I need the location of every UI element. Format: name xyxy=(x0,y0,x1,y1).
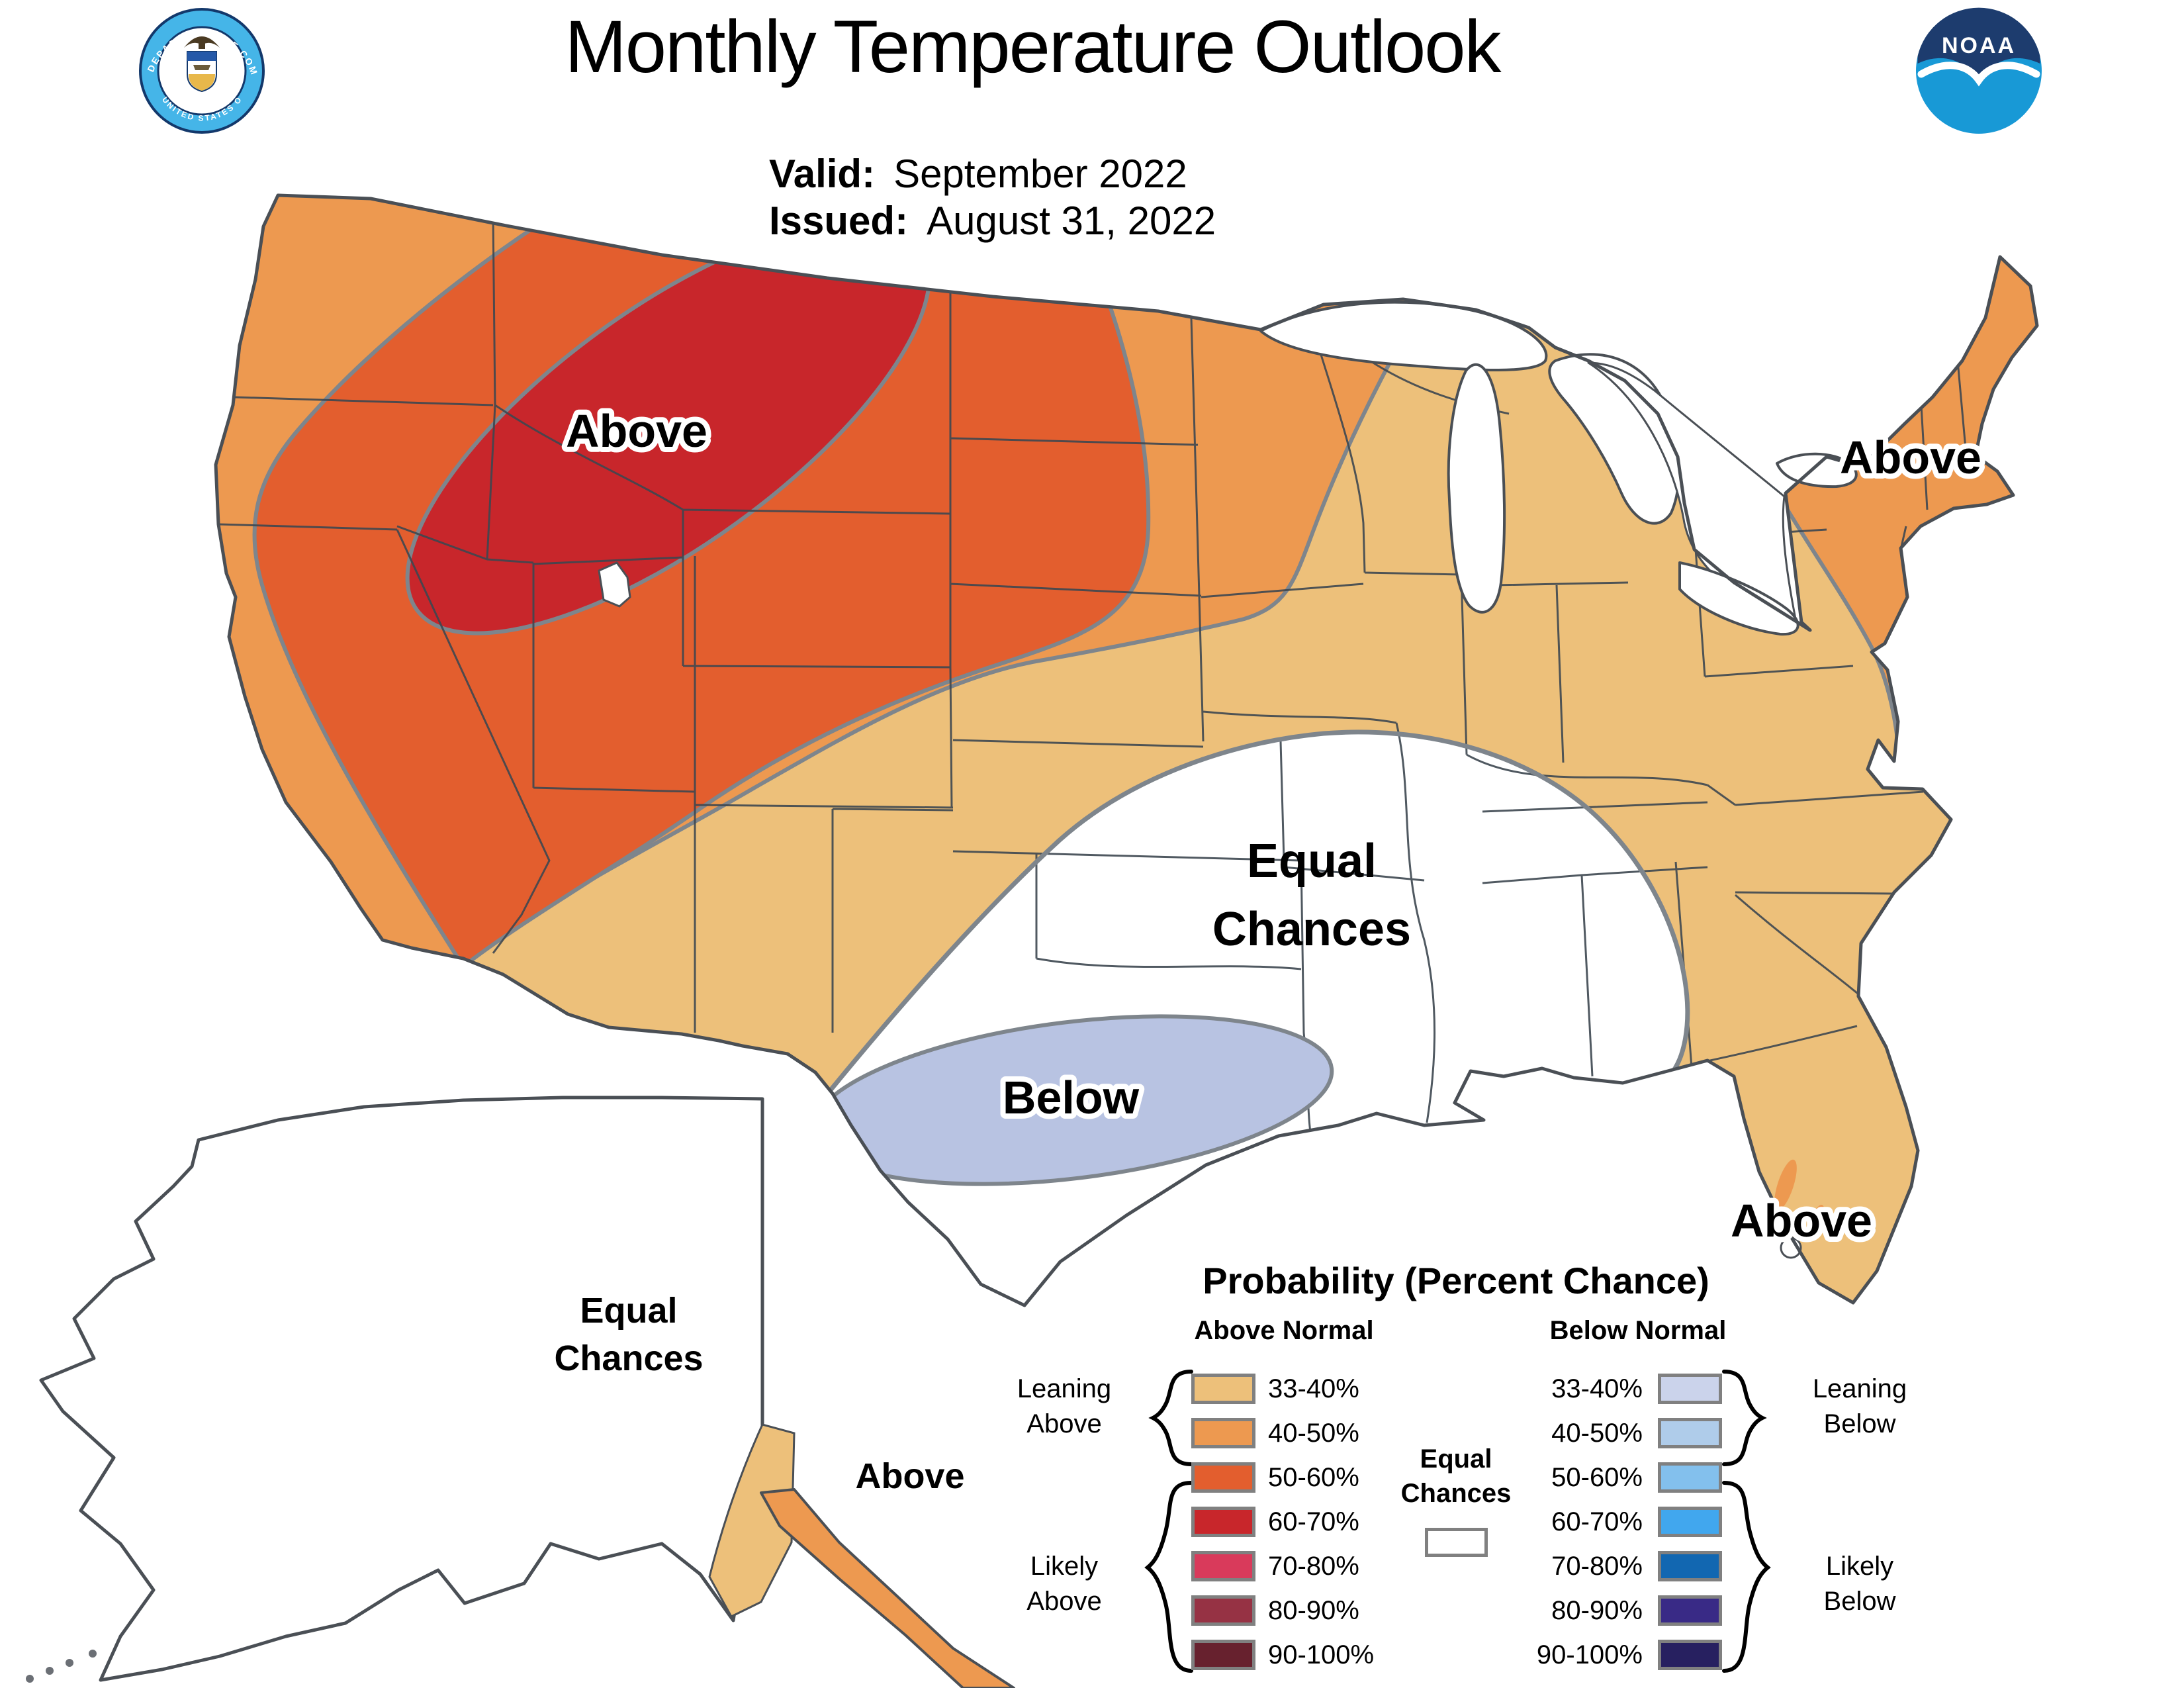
issued-line: Issued: August 31, 2022 xyxy=(769,198,1216,245)
valid-line: Valid: September 2022 xyxy=(769,151,1216,198)
likely-above-line1: Likely xyxy=(1030,1552,1099,1581)
legend-title: Probability (Percent Chance) xyxy=(1203,1260,1709,1301)
lake-superior xyxy=(1259,301,1548,372)
contour-equal-chances xyxy=(819,729,1690,1104)
legend-swatch-above xyxy=(1191,1551,1255,1581)
legend-braces xyxy=(1144,1370,1771,1673)
brace-likely-below xyxy=(1722,1481,1771,1673)
legend-swatch-above xyxy=(1191,1507,1255,1537)
likely-below-line1: Likely xyxy=(1825,1552,1894,1581)
alaska-region-above-33-40 xyxy=(708,1423,796,1618)
label-equal-chances-1: Equal xyxy=(1247,835,1377,888)
noaa-logo: NOAA xyxy=(1916,7,2042,134)
alaska-outline xyxy=(39,1096,764,1682)
legend-range-label: 70-80% xyxy=(1551,1552,1643,1581)
leaning-below-line2: Below xyxy=(1823,1409,1896,1438)
label-above-florida: Above xyxy=(1731,1195,1872,1246)
legend-equal-chances: Equal Chances xyxy=(1370,1442,1542,1511)
legend-range-label: 60-70% xyxy=(1551,1507,1643,1536)
brace-likely-above xyxy=(1144,1481,1193,1673)
legend-range-label: 50-60% xyxy=(1268,1463,1359,1492)
legend-likely-below: Likely Below xyxy=(1774,1549,1946,1619)
state-borders xyxy=(218,212,1968,1154)
legend-swatch-below xyxy=(1658,1462,1722,1493)
leaning-above-line2: Above xyxy=(1026,1409,1102,1438)
legend-likely-above: Likely Above xyxy=(978,1549,1150,1619)
page-title: Monthly Temperature Outlook xyxy=(565,5,1501,88)
noaa-gull-icon xyxy=(1917,62,2040,87)
legend-swatch-above xyxy=(1191,1462,1255,1493)
legend-range-label: 70-80% xyxy=(1268,1552,1359,1581)
seal-shield-icon xyxy=(187,51,217,93)
issued-label: Issued: xyxy=(769,198,909,243)
legend-range-label: 40-50% xyxy=(1551,1419,1643,1448)
label-alaska-equal-2: Chances xyxy=(554,1338,703,1378)
region-above-40-50-florida xyxy=(1774,1159,1797,1211)
legend-leaning-below: Leaning Below xyxy=(1774,1372,1946,1442)
aleutian-islands xyxy=(26,1650,97,1683)
alaska-region-above-40-50 xyxy=(760,1488,1015,1688)
canada-wedge xyxy=(1587,361,1798,627)
legend-swatch-below xyxy=(1658,1374,1722,1404)
brace-leaning-above xyxy=(1148,1370,1193,1466)
label-above-alaska: Above xyxy=(855,1456,964,1496)
lake-michigan xyxy=(1447,363,1506,614)
legend-swatch-below xyxy=(1658,1507,1722,1537)
date-block: Valid: September 2022 Issued: August 31, 2… xyxy=(769,151,1216,245)
doc-seal: DEPARTMENT OF COMMERCE UNITED STATES OF … xyxy=(0,0,265,134)
issued-value: August 31, 2022 xyxy=(927,198,1216,243)
leaning-below-line1: Leaning xyxy=(1812,1374,1907,1403)
legend-range-label: 33-40% xyxy=(1268,1374,1359,1403)
label-below-south: Below xyxy=(1003,1072,1140,1123)
great-lakes xyxy=(598,301,1858,1259)
legend-range-label: 33-40% xyxy=(1551,1374,1643,1403)
label-equal-chances-2: Chances xyxy=(1212,903,1411,956)
legend-swatch-above xyxy=(1191,1418,1255,1448)
legend-leaning-above: Leaning Above xyxy=(978,1372,1150,1442)
brace-leaning-below xyxy=(1722,1370,1767,1466)
legend-swatch-above xyxy=(1191,1640,1255,1670)
contour-northeast xyxy=(1778,496,1901,761)
label-above-northeast: Above xyxy=(1840,432,1981,483)
legend-range-label: 50-60% xyxy=(1551,1463,1643,1492)
legend-range-label: 80-90% xyxy=(1551,1596,1643,1625)
label-alaska-equal-1: Equal xyxy=(580,1291,677,1331)
legend-range-label: 90-100% xyxy=(1268,1640,1375,1669)
legend-range-label: 80-90% xyxy=(1268,1596,1359,1625)
leaning-above-line1: Leaning xyxy=(1017,1374,1112,1403)
legend-below-header: Below Normal xyxy=(1549,1316,1727,1345)
legend-swatch-above xyxy=(1191,1595,1255,1626)
great-salt-lake xyxy=(598,561,631,608)
likely-above-line2: Above xyxy=(1026,1586,1102,1616)
likely-below-line2: Below xyxy=(1823,1586,1896,1616)
legend-equal-line2: Chances xyxy=(1400,1479,1512,1508)
seal-eagle-icon xyxy=(184,36,220,49)
valid-label: Valid: xyxy=(769,152,876,196)
legend-swatch-below xyxy=(1658,1418,1722,1448)
legend-equal-line1: Equal xyxy=(1420,1444,1492,1474)
legend-above-header: Above Normal xyxy=(1194,1316,1374,1345)
region-above-40-50-florida2 xyxy=(1809,1205,1825,1238)
legend-swatch-below xyxy=(1658,1595,1722,1626)
conus-outline xyxy=(214,193,2039,1307)
legend-swatch-below xyxy=(1658,1551,1722,1581)
legend-swatch-equal-chances xyxy=(1425,1528,1488,1557)
legend-range-label: 40-50% xyxy=(1268,1419,1359,1448)
legend-range-label: 90-100% xyxy=(1536,1640,1643,1669)
legend-swatch-below xyxy=(1658,1640,1722,1670)
legend-range-label: 60-70% xyxy=(1268,1507,1359,1536)
legend-swatch-above xyxy=(1191,1374,1255,1404)
label-above-northwest: Above xyxy=(566,405,707,457)
alaska-inset xyxy=(26,1096,1015,1688)
valid-value: September 2022 xyxy=(893,152,1187,196)
noaa-logo-text: NOAA xyxy=(1942,33,2016,58)
